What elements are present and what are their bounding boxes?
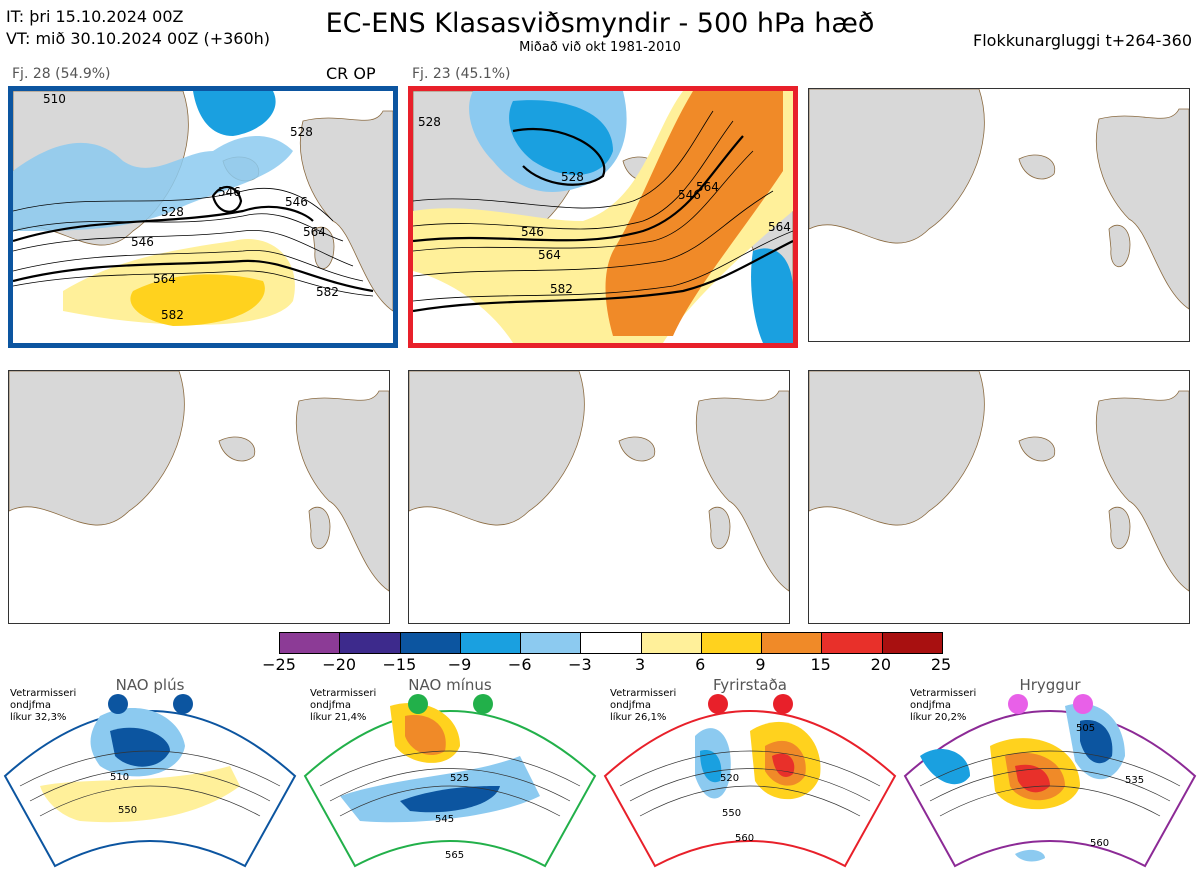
contour-label: 564 — [303, 225, 326, 239]
colorbar-tick-label: −25 — [262, 655, 296, 674]
header-times: IT: þri 15.10.2024 00Z VT: mið 30.10.202… — [6, 6, 270, 50]
contour-label: 564 — [538, 248, 561, 262]
regime-probability: Vetrarmisseri ondjfma líkur 26,1% — [610, 688, 677, 723]
cluster-1-map: 510 528 546 528 546 564 582 564 582 546 — [8, 86, 398, 348]
colorbar-tick-label: −3 — [568, 655, 592, 674]
contour-label: 550 — [722, 808, 741, 819]
colorbar-tick-label: 20 — [870, 655, 891, 674]
page-title: EC-ENS Klasasviðsmyndir - 500 hPa hæð — [325, 8, 875, 39]
cluster-2-map: 528 546 564 582 546 564 564 528 — [408, 86, 798, 348]
contour-label: 505 — [1076, 723, 1095, 734]
colorbar-swatch — [521, 633, 582, 653]
contour-label: 564 — [696, 180, 719, 194]
contour-label: 510 — [43, 92, 66, 106]
regime-title: NAO mínus — [408, 676, 492, 694]
classification-window: Flokkunargluggi t+264-360 — [973, 31, 1192, 50]
contour-label: 528 — [561, 170, 584, 184]
colorbar-tick-label: −6 — [507, 655, 532, 674]
regime-blocking: 520 550 560 Fyrirstaða Vetrarmisseri ondj… — [600, 676, 900, 871]
contour-label: 560 — [735, 833, 754, 844]
regime-probability: Vetrarmisseri ondjfma líkur 32,3% — [10, 688, 77, 723]
regime-title: Hryggur — [1019, 676, 1081, 694]
contour-label: 582 — [161, 308, 184, 322]
colorbar-swatch — [400, 633, 461, 653]
regime-probability: Vetrarmisseri ondjfma líkur 21,4% — [310, 688, 377, 723]
valid-time: VT: mið 30.10.2024 00Z (+360h) — [6, 29, 271, 48]
contour-label: 582 — [316, 285, 339, 299]
contour-label: 582 — [550, 282, 573, 296]
colorbar-tick-label: 15 — [810, 655, 831, 674]
contour-label: 535 — [1125, 775, 1144, 786]
contour-label: 528 — [161, 205, 184, 219]
contour-label: 565 — [445, 850, 464, 861]
colorbar-swatch — [762, 633, 823, 653]
colorbar-swatch — [641, 633, 702, 653]
contour-label: 520 — [720, 773, 739, 784]
contour-label: 560 — [1090, 838, 1109, 849]
contour-label: 528 — [290, 125, 313, 139]
contour-label: 545 — [435, 814, 454, 825]
colorbar-swatch — [701, 633, 763, 653]
regime-ridge: 505 535 560 Hryggur Vetrarmisseri ondjfma… — [900, 676, 1200, 871]
empty-map-4 — [8, 370, 390, 624]
contour-label: 546 — [678, 188, 701, 202]
contour-label: 546 — [131, 235, 154, 249]
colorbar-tick-label: −20 — [322, 655, 357, 674]
cluster-1-label: Fj. 28 (54.9%) — [12, 66, 111, 82]
colorbar-swatch — [460, 633, 522, 653]
colorbar-tick-label: 6 — [695, 655, 706, 674]
cluster-1-badge: CR OP — [326, 64, 376, 83]
regime-probability: Vetrarmisseri ondjfma líkur 20,2% — [910, 688, 977, 723]
contour-label: 550 — [118, 805, 137, 816]
contour-label: 510 — [110, 772, 129, 783]
contour-label: 564 — [768, 220, 791, 234]
regime-nao-plus: 510 550 NAO plús Vetrarmisseri ondjfma lík… — [0, 676, 300, 871]
colorbar-swatch — [581, 633, 642, 653]
regime-title: Fyrirstaða — [713, 676, 787, 694]
colorbar-tick-label: −9 — [447, 655, 472, 674]
regime-title: NAO plús — [115, 676, 185, 694]
init-time: IT: þri 15.10.2024 00Z — [6, 7, 184, 26]
contour-label: 528 — [418, 115, 441, 129]
regime-nao-minus: 525 545 565 NAO mínus Vetrarmisseri ondjf… — [300, 676, 600, 871]
empty-map-6 — [808, 370, 1190, 624]
page-subtitle: Miðað við okt 1981-2010 — [519, 40, 681, 55]
contour-label: 546 — [521, 225, 544, 239]
colorbar-swatch — [340, 633, 401, 653]
colorbar-swatch — [822, 633, 883, 653]
contour-label: 525 — [450, 773, 469, 784]
cluster-2-label: Fj. 23 (45.1%) — [412, 66, 511, 82]
empty-map-5 — [408, 370, 790, 624]
colorbar-tick-label: 9 — [755, 655, 766, 674]
colorbar-tick-label: 3 — [634, 655, 646, 674]
empty-map-3 — [808, 88, 1190, 342]
contour-label: 546 — [285, 195, 308, 209]
colorbar-tick-label: −15 — [382, 655, 417, 674]
colorbar-swatch — [280, 633, 341, 653]
contour-label: 564 — [153, 272, 176, 286]
colorbar-swatch — [882, 633, 942, 653]
contour-label: 546 — [218, 185, 241, 199]
colorbar-tick-label: 25 — [930, 655, 952, 674]
anomaly-colorbar — [279, 632, 943, 654]
